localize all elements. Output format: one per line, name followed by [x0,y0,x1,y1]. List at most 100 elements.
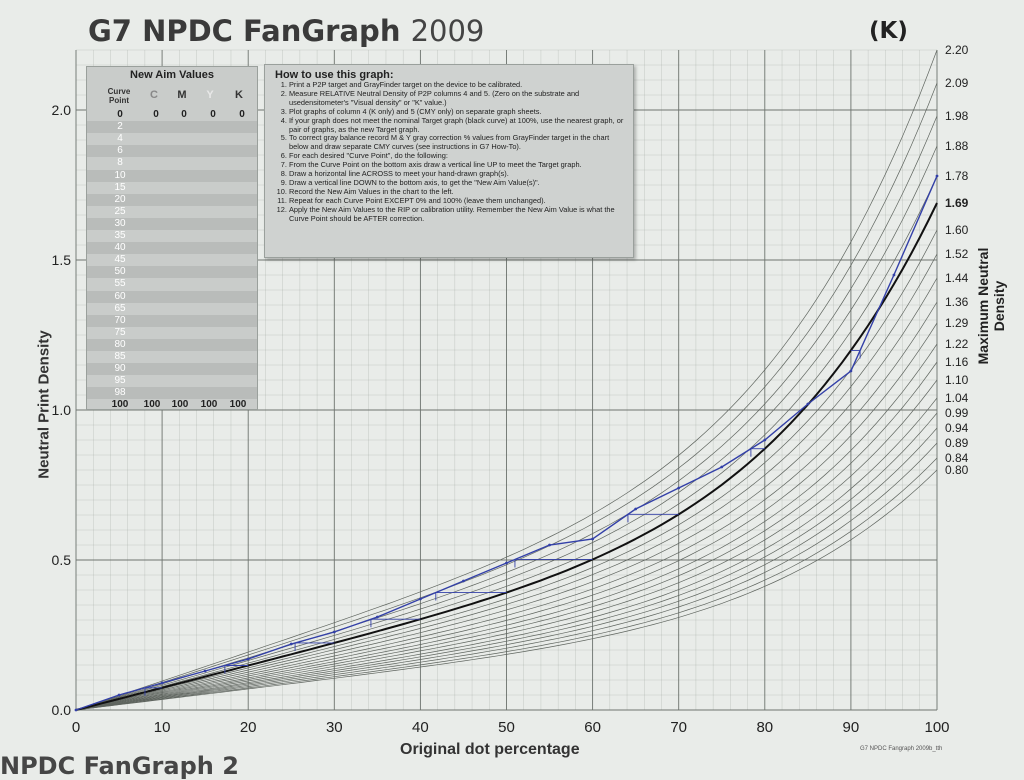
curve-point-value: 2 [117,121,123,133]
measured-point [74,708,78,712]
aim-value: 0 [210,109,216,120]
right-axis-labels: 2.20 2.09 1.98 1.88 1.78 1.69 1.60 1.52 1.44 1.36… [945,43,969,477]
measured-point [634,507,638,511]
right-axis-label: 1.22 [945,337,969,351]
fan-curve [75,175,938,711]
curve-point-value: 50 [114,266,126,278]
x-tick-label: 70 [670,719,687,736]
measured-point [763,438,767,442]
right-axis-label: 1.78 [945,169,969,183]
curve-point-value: 75 [114,326,126,338]
fan-curve [75,322,938,711]
fan-curve [75,457,938,711]
aim-row: 35 [87,230,257,242]
instruction-step: Draw a vertical line DOWN to the bottom … [289,178,627,188]
measured-point [548,543,551,547]
instruction-step: Apply the New Aim Values to the RIP or c… [289,205,627,224]
col-curve-point: Curve Point [107,87,131,105]
title-main: G7 NPDC FanGraph [88,14,401,48]
curve-point-value: 90 [114,363,126,375]
y-axis-ticks: 0.0 0.5 1.0 1.5 2.0 [52,102,72,718]
aim-row: 85 [87,351,257,363]
curve-point-value: 25 [114,205,126,217]
curve-point-value: 85 [114,351,126,362]
aim-value: 100 [229,399,247,411]
aim-row: 95 [87,375,257,387]
x-tick-label: 0 [72,719,80,736]
instructions-list: Print a P2P target and GrayFinder target… [269,80,627,224]
fan-curve [75,277,938,711]
title-year: 2009 [410,14,485,48]
fan-curve [75,361,938,711]
fan-curve [75,49,938,711]
aim-row: 2 [87,121,257,134]
curve-point-value: 0 [117,109,123,120]
channel-badge: (K) [869,18,908,44]
col-m: M [177,89,187,101]
aim-row: 100 100 100 100 100 [87,399,257,411]
aim-row: 60 [87,290,257,303]
measured-point [419,597,422,601]
curve-point-value: 60 [114,290,126,302]
measured-point [246,657,250,661]
measured-point [289,642,293,646]
footer-note: G7 NPDC Fangraph 2009b_tth [860,746,943,752]
y-axis-title: Neutral Print Density [35,330,53,479]
aim-row: 4 [87,133,257,145]
aim-row: 90 [87,363,257,376]
fan-curves [75,49,938,711]
right-axis-label: 1.60 [945,223,969,237]
aim-row: 55 [87,278,257,290]
fan-curve [75,301,938,711]
curve-point-value: 30 [114,217,126,229]
curve-point-value: 45 [114,254,126,266]
right-axis-label: 0.84 [945,451,969,465]
curve-point-value: 80 [114,338,126,350]
aim-row: 50 [87,266,257,279]
right-axis-label: 1.10 [945,373,969,387]
fan-curve [75,145,938,711]
right-axis-label: 1.98 [945,109,969,123]
right-axis-label: 2.09 [945,76,969,90]
aim-row: 8 [87,157,257,169]
aim-table-title: New Aim Values [130,69,214,81]
y-tick-label: 1.0 [52,402,72,418]
grid-major [75,50,938,711]
curve-point-value: 100 [111,399,129,411]
bottom-edge-text: NPDC FanGraph 2 [0,752,239,780]
x-axis-ticks: 0 10 20 30 40 50 60 70 80 90 100 [72,719,950,736]
instruction-step: From the Curve Point on the bottom axis … [289,160,627,170]
curve-point-value: 8 [117,157,123,169]
aim-value: 0 [239,109,245,120]
right-axis-title: Maximum Neutral Density [975,247,1007,365]
right-axis-label: 0.80 [945,463,969,477]
right-axis-label: 2.20 [945,43,969,57]
construction-lines [144,349,861,696]
aim-row: 45 [87,254,257,266]
fan-curve [75,229,938,711]
measured-point [677,486,681,490]
x-tick-label: 50 [498,719,515,736]
page-title: G7 NPDC FanGraph 2009 [88,14,484,48]
aim-row: 70 [87,314,257,327]
col-k: K [235,89,243,101]
right-axis-label: 1.69 [945,196,969,210]
measured-point [935,174,939,178]
measured-point [806,402,810,406]
measured-point [462,579,465,583]
right-axis-label: 1.04 [945,391,969,405]
x-tick-label: 60 [584,719,601,736]
aim-row: 10 [87,169,257,182]
measured-point [375,615,379,619]
instruction-step: If your graph does not meet the nominal … [289,116,627,135]
curve-point-value: 4 [117,133,123,145]
curve-point-value: 20 [114,193,126,205]
fan-curve [75,343,938,711]
measured-point [720,465,724,469]
instruction-step: For each desired "Curve Point", do the f… [289,151,627,161]
aim-row: 15 [87,182,257,194]
measured-point [160,681,164,685]
curve-point-value: 70 [114,314,126,326]
